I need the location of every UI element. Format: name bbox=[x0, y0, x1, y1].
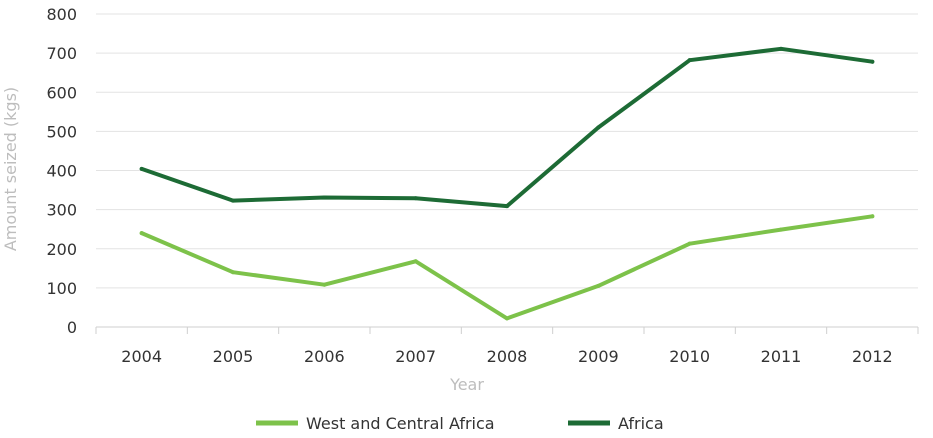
data-point bbox=[596, 125, 601, 130]
x-tick-label: 2008 bbox=[487, 347, 528, 366]
data-point bbox=[505, 316, 509, 321]
y-tick-label: 200 bbox=[46, 240, 77, 259]
y-tick-label: 500 bbox=[46, 122, 77, 141]
data-point bbox=[779, 227, 783, 232]
data-point bbox=[413, 259, 418, 264]
x-axis: 2004 2005 2006 2007 2008 2009 2010 2011 2012 bbox=[95, 326, 919, 366]
data-point bbox=[139, 231, 144, 236]
x-tick-label: 2005 bbox=[213, 347, 254, 366]
data-point bbox=[505, 204, 509, 209]
x-tick-label: 2009 bbox=[578, 347, 619, 366]
series-lines bbox=[139, 46, 875, 321]
data-point bbox=[322, 195, 327, 200]
x-tick-label: 2012 bbox=[852, 347, 893, 366]
y-tick-label: 300 bbox=[46, 201, 77, 220]
data-point bbox=[687, 241, 692, 246]
series-line-africa bbox=[139, 46, 875, 209]
x-tick-label: 2011 bbox=[761, 347, 802, 366]
data-point bbox=[870, 214, 875, 219]
series-line-west-central-africa bbox=[139, 214, 875, 321]
legend-label: West and Central Africa bbox=[306, 414, 495, 433]
data-point bbox=[779, 46, 783, 51]
legend-label: Africa bbox=[618, 414, 664, 433]
data-point bbox=[231, 270, 235, 275]
data-point bbox=[322, 282, 327, 287]
data-point bbox=[413, 196, 418, 201]
data-point bbox=[870, 59, 875, 64]
y-tick-label: 100 bbox=[46, 279, 77, 298]
gridlines bbox=[96, 13, 918, 289]
data-point bbox=[687, 58, 692, 63]
x-axis-title: Year bbox=[449, 375, 484, 394]
x-tick-label: 2010 bbox=[669, 347, 710, 366]
y-tick-label: 700 bbox=[46, 44, 77, 63]
y-axis-ticks: 0 100 200 300 400 500 600 700 800 bbox=[46, 5, 77, 337]
data-point bbox=[139, 166, 144, 171]
y-tick-label: 400 bbox=[46, 162, 77, 181]
data-point bbox=[596, 283, 601, 288]
data-point bbox=[231, 198, 235, 203]
x-tick-label: 2007 bbox=[395, 347, 436, 366]
y-axis-title: Amount seized (kgs) bbox=[1, 87, 20, 251]
x-tick-label: 2004 bbox=[121, 347, 162, 366]
y-tick-label: 600 bbox=[46, 83, 77, 102]
y-tick-label: 0 bbox=[67, 318, 77, 337]
legend: West and Central Africa Africa bbox=[256, 414, 664, 433]
y-tick-label: 800 bbox=[46, 5, 77, 24]
x-tick-label: 2006 bbox=[304, 347, 345, 366]
